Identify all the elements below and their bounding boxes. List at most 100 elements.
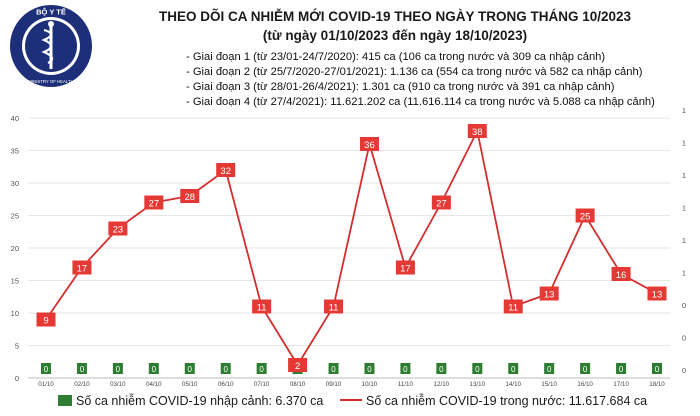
x-tick-label: 10/10 (362, 381, 378, 388)
imported-bar-value: 0 (511, 365, 516, 374)
data-label: 38 (472, 127, 483, 138)
x-tick-label: 12/10 (434, 381, 450, 388)
y-left-tick-label: 35 (11, 147, 19, 156)
data-label-box (539, 286, 559, 301)
chart-title: THEO DÕI CA NHIỄM MỚI COVID-19 THEO NGÀY… (158, 9, 632, 24)
imported-bar (328, 363, 339, 374)
x-tick-label: 06/10 (218, 381, 234, 388)
imported-bar (508, 363, 519, 374)
data-label: 13 (652, 289, 663, 300)
imported-bar (148, 363, 159, 374)
data-label-box (647, 286, 667, 301)
y-right-tick-label: 1 (682, 269, 686, 278)
y-right-tick-label: 0 (682, 366, 686, 375)
chart-subtitle: (từ ngày 01/10/2023 đến ngày 18/10/2023) (262, 28, 528, 43)
data-label-box (216, 163, 236, 177)
data-label: 28 (184, 192, 195, 203)
data-label: 13 (544, 289, 555, 300)
legend-domestic: Số ca nhiễm COVID-19 trong nước: 11.617.… (340, 394, 647, 408)
y-left-tick-label: 40 (11, 114, 19, 123)
data-label: 27 (149, 198, 160, 209)
ministry-of-health-logo: BỘ Y TẾ MINISTRY OF HEALTH (10, 5, 92, 87)
y-right-tick-label: 0 (682, 301, 686, 310)
imported-bar (184, 363, 195, 374)
legend-line-swatch (340, 399, 362, 401)
x-tick-label: 17/10 (613, 381, 629, 388)
imported-bar-value: 0 (367, 365, 372, 374)
imported-bar-value: 0 (583, 365, 588, 374)
logo-text-bottom: MINISTRY OF HEALTH (28, 79, 73, 84)
imported-bar (76, 363, 87, 374)
y-left-tick-label: 10 (11, 309, 19, 318)
data-label-box (180, 189, 200, 203)
data-label-box (395, 260, 415, 275)
data-label: 11 (329, 302, 339, 313)
imported-bar-value: 0 (619, 365, 624, 374)
data-label: 27 (436, 198, 447, 209)
imported-bar (41, 363, 51, 374)
imported-bar-value: 0 (116, 365, 121, 374)
data-label: 16 (616, 270, 627, 281)
y-left-tick-label: 20 (11, 244, 19, 253)
imported-bar-value: 0 (80, 365, 85, 374)
imported-bar (652, 363, 662, 374)
y-left-tick-label: 15 (11, 277, 19, 286)
y-right-tick-label: 0 (682, 334, 686, 343)
x-tick-label: 18/10 (649, 381, 665, 388)
data-label-box (252, 299, 272, 314)
y-right-tick-label: 1 (682, 106, 686, 115)
imported-bar-value: 0 (223, 365, 228, 374)
x-tick-label: 05/10 (182, 381, 198, 388)
imported-bar-value: 0 (188, 365, 193, 374)
data-label-box (467, 124, 487, 138)
imported-bar (112, 363, 123, 374)
imported-bar (436, 363, 447, 374)
data-label-box (359, 137, 379, 151)
phase-2-text: - Giai đoạn 2 (từ 25/7/2020-27/01/2021):… (186, 66, 643, 79)
imported-bar (220, 363, 231, 374)
data-label: 36 (364, 140, 375, 151)
phase-3-text: - Giai đoạn 3 (từ 28/01-26/4/2021): 1.30… (186, 81, 615, 94)
imported-bar (400, 363, 411, 374)
data-label-box (431, 195, 451, 210)
legend-imported-label: Số ca nhiễm COVID-19 nhập cảnh: 6.370 ca (76, 394, 324, 408)
data-label: 11 (257, 302, 267, 313)
data-label-box (36, 312, 56, 327)
x-tick-label: 07/10 (254, 381, 270, 388)
imported-bar-value: 0 (547, 365, 552, 374)
x-tick-label: 08/10 (290, 381, 306, 388)
data-label-box (324, 299, 344, 314)
y-right-tick-label: 1 (682, 139, 686, 148)
data-label: 17 (77, 263, 88, 274)
x-tick-label: 15/10 (541, 381, 557, 388)
y-right-tick-label: 1 (682, 204, 686, 213)
data-label-box (503, 299, 523, 314)
data-label: 25 (580, 211, 591, 222)
data-label-box (108, 221, 128, 236)
phase-4-text: - Giai đoạn 4 (từ 27/4/2021): 11.621.202… (186, 96, 655, 109)
data-label-box (144, 195, 164, 210)
data-label-box (575, 208, 595, 223)
y-left-tick-label: 25 (11, 212, 19, 221)
x-tick-label: 09/10 (326, 381, 342, 388)
legend-domestic-label: Số ca nhiễm COVID-19 trong nước: 11.617.… (366, 394, 648, 408)
legend-imported: Số ca nhiễm COVID-19 nhập cảnh: 6.370 ca (58, 394, 323, 408)
data-label: 17 (400, 263, 411, 274)
imported-bar-value: 0 (152, 365, 157, 374)
x-tick-label: 14/10 (505, 381, 521, 388)
imported-bar-value: 0 (331, 365, 336, 374)
imported-bar (580, 363, 591, 374)
y-left-tick-label: 30 (11, 179, 19, 188)
y-left-tick-label: 0 (15, 374, 19, 383)
imported-bar-value: 0 (439, 365, 444, 374)
phase-summary: - Giai đoạn 1 (từ 23/01-24/7/2020): 415 … (186, 50, 655, 110)
x-tick-label: 13/10 (470, 381, 486, 388)
imported-bar-value: 0 (403, 365, 408, 374)
phase-1-text: - Giai đoạn 1 (từ 23/01-24/7/2020): 415 … (186, 51, 606, 63)
x-tick-label: 01/10 (38, 381, 54, 388)
x-tick-label: 04/10 (146, 381, 162, 388)
y-left-tick-label: 5 (15, 342, 19, 351)
imported-bar (544, 363, 555, 374)
data-label: 2 (295, 361, 300, 372)
imported-bar-value: 0 (44, 365, 49, 374)
